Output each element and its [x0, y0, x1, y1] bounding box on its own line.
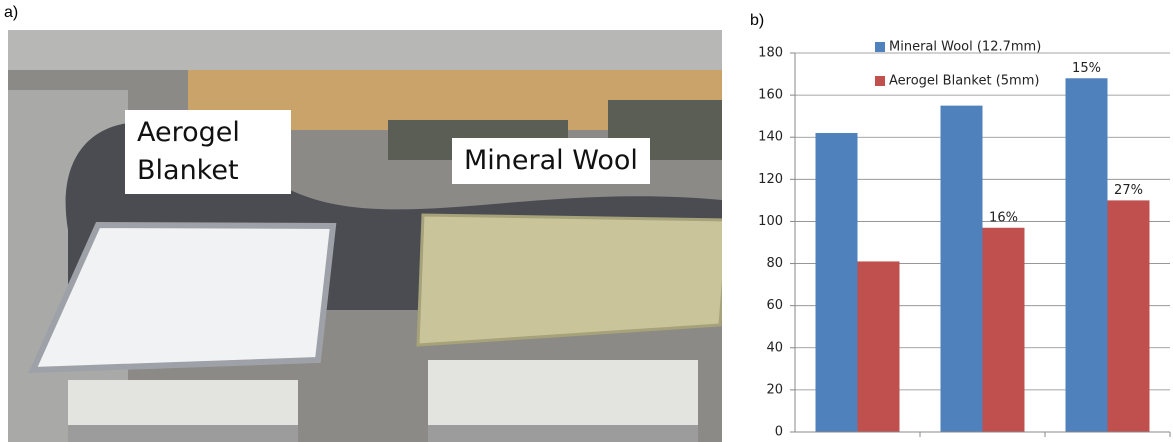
y-tick-label: 20	[766, 382, 783, 397]
legend-label: Mineral Wool (12.7mm)	[889, 40, 1041, 55]
photo-label: Aerogel Blanket	[125, 110, 291, 194]
annotation: 27%	[1114, 183, 1143, 198]
y-tick-label: 80	[766, 256, 783, 271]
chart: 020406080100120140160180Initial1 Day4 Da…	[740, 30, 1173, 442]
annotation: 16%	[989, 210, 1018, 225]
y-tick-label: 120	[758, 172, 783, 187]
annotation: 15%	[1072, 61, 1101, 76]
y-tick-label: 0	[775, 425, 783, 440]
y-tick-label: 60	[766, 298, 783, 313]
wool-sample	[418, 215, 722, 345]
legend-swatch	[875, 76, 885, 86]
hotplate-base	[428, 425, 698, 442]
photo	[8, 30, 722, 442]
figure: a) b) Aerogel Blanket Mineral Wool 0 20 40…	[0, 0, 1173, 442]
legend-swatch	[875, 42, 885, 52]
y-tick-label: 40	[766, 340, 783, 355]
y-tick-label: 140	[758, 130, 783, 145]
bar	[816, 133, 858, 432]
bar	[858, 261, 900, 432]
photo-label: Mineral Wool	[452, 138, 650, 184]
panel-label: b)	[750, 12, 764, 30]
legend-label: Aerogel Blanket (5mm)	[889, 74, 1039, 89]
panel-label: a)	[4, 4, 18, 22]
y-tick-label: 160	[758, 88, 783, 103]
y-tick-label: 180	[758, 46, 783, 61]
bar	[1108, 200, 1150, 432]
bar	[941, 106, 983, 432]
hotplate-base	[68, 425, 298, 442]
wall	[8, 30, 722, 70]
bar	[1066, 78, 1108, 432]
bar	[983, 228, 1025, 432]
y-tick-label: 100	[758, 214, 783, 229]
